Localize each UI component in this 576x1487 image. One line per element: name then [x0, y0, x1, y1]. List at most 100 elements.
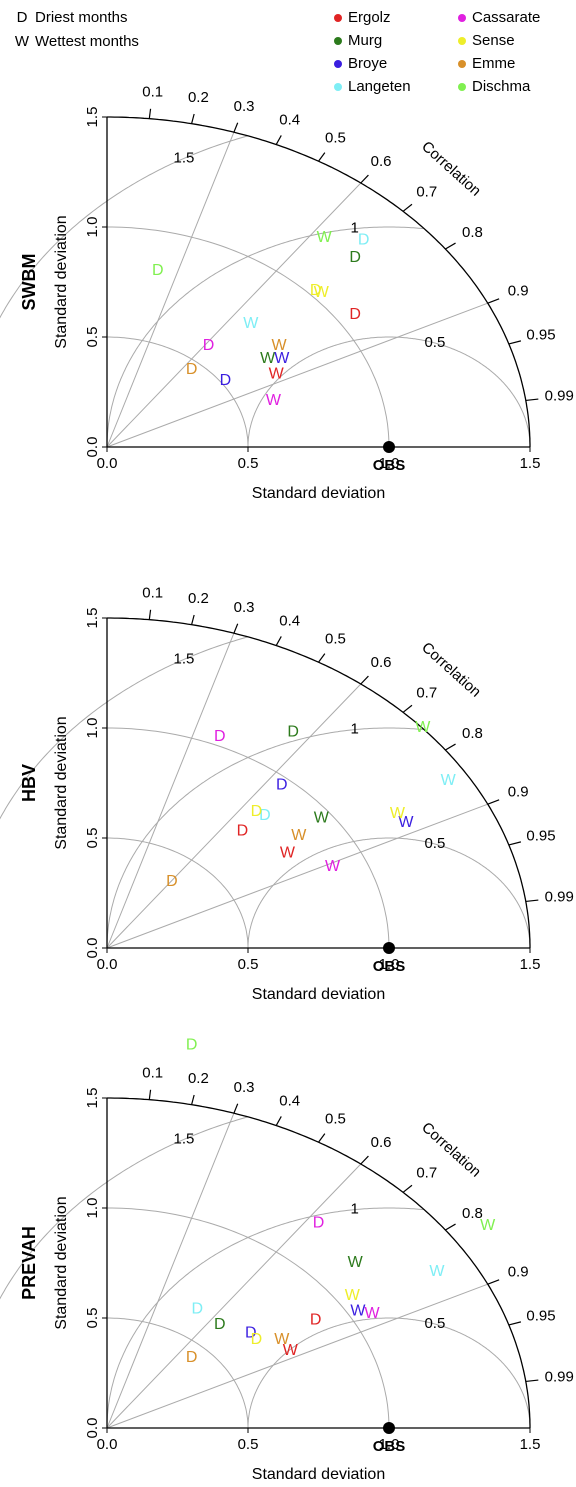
rms-label: 1 [350, 721, 358, 738]
point-marker: D [220, 372, 232, 389]
correlation-tick [148, 108, 152, 119]
correlation-tick [233, 122, 239, 133]
legend-label: Dischma [472, 78, 531, 95]
rms-circle [247, 1317, 531, 1428]
correlation-tick [402, 1184, 413, 1193]
correlation-line [106, 803, 488, 949]
correlation-tick [318, 653, 326, 663]
correlation-tick [525, 899, 539, 903]
legend-symbol: W [15, 33, 30, 50]
correlation-label: 0.5 [325, 1110, 346, 1127]
point-marker: W [266, 392, 282, 409]
point-marker: W [271, 337, 287, 354]
correlation-label: 0.4 [279, 1092, 300, 1109]
y-tick-label: 0.0 [84, 437, 101, 458]
legend-dot [334, 60, 342, 68]
rms-label: 1 [350, 1201, 358, 1218]
correlation-label: 0.5 [325, 129, 346, 146]
correlation-tick [487, 1279, 500, 1285]
correlation-label: 0.6 [371, 654, 392, 671]
y-axis-label: Standard deviation [53, 215, 70, 348]
obs-point [383, 942, 395, 954]
x-tick-label: 0.0 [97, 455, 118, 472]
correlation-label: 0.1 [142, 83, 163, 100]
correlation-tick [402, 203, 413, 212]
y-tick-label: 0.5 [84, 327, 101, 348]
correlation-label: 0.2 [188, 590, 209, 607]
sd-arc [107, 1207, 390, 1428]
y-tick-label: 0.0 [84, 938, 101, 959]
correlation-tick [318, 152, 326, 162]
correlation-label: 0.99 [545, 1369, 574, 1386]
outer-arc [107, 617, 531, 948]
correlation-label: 0.5 [325, 630, 346, 647]
rms-circle [0, 1116, 248, 1300]
sd-arc [107, 727, 390, 948]
correlation-label: 0.2 [188, 1070, 209, 1087]
y-tick-label: 1.0 [84, 1198, 101, 1219]
correlation-tick [487, 799, 500, 805]
x-tick-label: 1.5 [520, 956, 541, 973]
model-label: HBV [19, 764, 39, 802]
point-marker: D [214, 728, 226, 745]
correlation-tick [191, 113, 195, 124]
correlation-label: 0.3 [234, 599, 255, 616]
obs-point [383, 441, 395, 453]
correlation-line [106, 302, 488, 448]
sd-arc [107, 336, 249, 447]
correlation-label: 0.95 [526, 828, 555, 845]
point-marker: W [283, 1342, 299, 1359]
rms-label: 0.5 [424, 334, 445, 351]
correlation-label: 0.6 [371, 1134, 392, 1151]
correlation-label: 0.6 [371, 153, 392, 170]
correlation-tick [525, 398, 539, 402]
correlation-tick [508, 340, 522, 345]
correlation-label: 0.8 [462, 1205, 483, 1222]
correlation-tick [148, 1089, 152, 1100]
legend-label: Broye [348, 55, 387, 72]
x-tick-label: 0.0 [97, 956, 118, 973]
correlation-tick [445, 743, 456, 751]
legend-label: Sense [472, 32, 515, 49]
point-marker: D [349, 249, 361, 266]
correlation-label: 0.2 [188, 89, 209, 106]
rms-circle [0, 636, 248, 820]
rms-circle [247, 837, 531, 948]
point-marker: D [203, 337, 215, 354]
legend-symbol: D [17, 9, 28, 26]
correlation-label: 0.9 [508, 283, 529, 300]
y-tick-label: 1.5 [84, 1088, 101, 1109]
x-axis-label: Standard deviation [252, 1466, 385, 1483]
point-marker: W [243, 315, 259, 332]
legend-label: Emme [472, 55, 515, 72]
point-marker: W [350, 1303, 366, 1320]
rms-label: 1.5 [173, 1130, 194, 1147]
point-marker: D [276, 776, 288, 793]
correlation-label: 0.4 [279, 612, 300, 629]
point-marker: W [317, 229, 333, 246]
obs-label: OBS [373, 457, 406, 474]
point-marker: W [314, 809, 330, 826]
point-marker: D [310, 1311, 322, 1328]
point-marker: D [214, 1316, 226, 1333]
correlation-tick [487, 298, 500, 304]
correlation-tick [318, 1133, 326, 1143]
correlation-tick [275, 135, 282, 145]
correlation-label: 0.8 [462, 224, 483, 241]
y-tick-label: 1.0 [84, 217, 101, 238]
correlation-label: 0.1 [142, 1064, 163, 1081]
correlation-tick [233, 1103, 239, 1114]
rms-label: 1 [350, 220, 358, 237]
sd-arc [107, 226, 390, 447]
rms-circle [247, 336, 531, 447]
x-tick-label: 1.5 [520, 1436, 541, 1453]
legend-label: Cassarate [472, 9, 540, 26]
correlation-tick [445, 1223, 456, 1231]
point-marker: D [166, 873, 178, 890]
legend-label: Murg [348, 32, 382, 49]
x-axis-label: Standard deviation [252, 485, 385, 502]
y-tick-label: 0.5 [84, 828, 101, 849]
correlation-tick [525, 1379, 539, 1383]
rms-label: 0.5 [424, 835, 445, 852]
